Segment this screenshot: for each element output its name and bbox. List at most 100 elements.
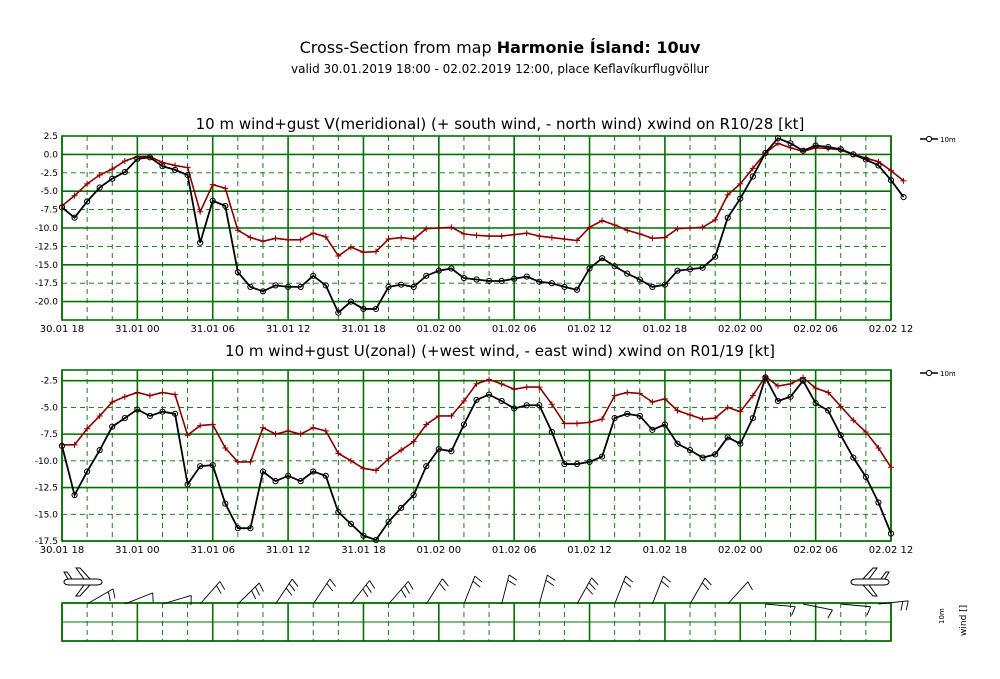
wind-barb [312, 578, 331, 605]
data-point-gust [561, 420, 568, 427]
data-point-10m [372, 305, 380, 313]
data-point-10m [850, 151, 857, 158]
data-point-10m [473, 276, 480, 283]
wind-barb [237, 582, 260, 605]
data-point-10m [435, 445, 442, 453]
series-line-gust [61, 142, 905, 258]
wind-barb-feather [326, 583, 334, 592]
data-point-10m [485, 277, 493, 285]
data-point-10m [875, 499, 882, 506]
data-point-gust [209, 181, 216, 188]
data-point-gust [209, 421, 216, 428]
wind-barb-feather [400, 589, 407, 598]
data-point-10m [498, 277, 505, 285]
data-point-10m [209, 462, 216, 469]
data-point-gust [96, 172, 103, 179]
data-point-gust [398, 447, 405, 454]
wind-barb-feather [112, 588, 116, 599]
wind-barb [840, 603, 871, 608]
data-point-gust [410, 438, 417, 445]
data-point-10m [259, 468, 267, 475]
y-tick-label: -5.0 [40, 403, 58, 413]
data-point-10m [712, 451, 719, 458]
data-point-10m [661, 421, 669, 428]
data-point-gust [347, 244, 354, 251]
data-point-10m [737, 440, 744, 447]
data-point-10m [385, 283, 392, 290]
data-point-gust [259, 238, 266, 245]
data-point-10m [850, 454, 857, 461]
data-point-gust [624, 227, 631, 234]
data-point-10m [649, 283, 656, 290]
data-point-gust [649, 235, 656, 242]
data-point-gust [548, 234, 555, 241]
data-point-10m [712, 253, 719, 260]
data-point-10m [523, 273, 530, 280]
data-point-10m [58, 442, 66, 449]
wind-barb-feather [905, 600, 909, 611]
data-point-10m [134, 406, 141, 413]
data-point-gust [222, 445, 229, 452]
data-point-10m [410, 283, 417, 290]
y-tick-label: -15.0 [35, 261, 59, 271]
y-tick-label: -2.5 [40, 377, 58, 387]
data-point-10m [511, 275, 518, 282]
wind-barb-feather [591, 577, 599, 586]
data-point-gust [435, 225, 442, 231]
y-tick-label: -15.0 [35, 510, 59, 520]
data-point-10m [511, 405, 518, 412]
data-point-gust [285, 236, 292, 243]
data-point-gust [774, 383, 781, 390]
data-point-gust [712, 415, 719, 422]
data-point-10m [58, 204, 66, 211]
wind-barb-feather [291, 578, 299, 587]
data-point-gust [661, 395, 668, 402]
data-point-10m [674, 267, 681, 274]
data-point-gust [222, 185, 229, 192]
wind-barb-feather [866, 606, 872, 616]
data-point-gust [172, 391, 179, 398]
data-point-gust [674, 225, 681, 232]
data-point-gust [699, 224, 706, 231]
data-point-gust [649, 399, 656, 406]
airplane-tail [63, 571, 73, 580]
data-point-10m [887, 177, 895, 184]
data-point-10m [799, 377, 807, 384]
data-point-10m [561, 283, 568, 290]
airplane-wing [861, 567, 878, 597]
data-point-gust [661, 234, 668, 241]
data-point-gust [724, 404, 731, 411]
data-point-gust [234, 227, 241, 234]
data-point-10m [573, 460, 581, 468]
wind-barb-feather [107, 591, 111, 602]
data-point-10m [611, 414, 618, 422]
data-point-10m [347, 520, 354, 528]
data-point-gust [435, 412, 442, 419]
data-point-10m [209, 197, 216, 204]
data-point-10m [686, 447, 694, 454]
data-point-10m [837, 432, 844, 439]
wind-panel-axis-label: wind [] [959, 605, 969, 636]
data-point-10m [284, 472, 292, 479]
wind-barb [651, 575, 664, 605]
data-point-10m [548, 428, 555, 436]
data-point-gust [285, 427, 292, 434]
panel-meridional: 10 m wind+gust V(meridional) (+ south wi… [35, 115, 956, 335]
data-point-10m [96, 447, 103, 454]
data-point-10m [825, 407, 832, 414]
data-point-gust [360, 249, 367, 256]
y-tick-label: -17.5 [35, 537, 58, 547]
x-tick-label: 01.02 00 [417, 324, 462, 335]
data-point-gust [787, 380, 794, 387]
data-point-gust [611, 392, 618, 399]
data-point-gust [611, 222, 618, 229]
x-tick-label: 02.02 00 [718, 324, 763, 335]
data-point-10m [762, 149, 769, 157]
x-tick-label: 02.02 06 [793, 545, 838, 556]
data-point-10m [611, 263, 618, 270]
data-point-10m [222, 202, 229, 210]
data-point-gust [687, 225, 694, 231]
wind-barb [86, 588, 114, 605]
data-point-gust [385, 236, 392, 243]
